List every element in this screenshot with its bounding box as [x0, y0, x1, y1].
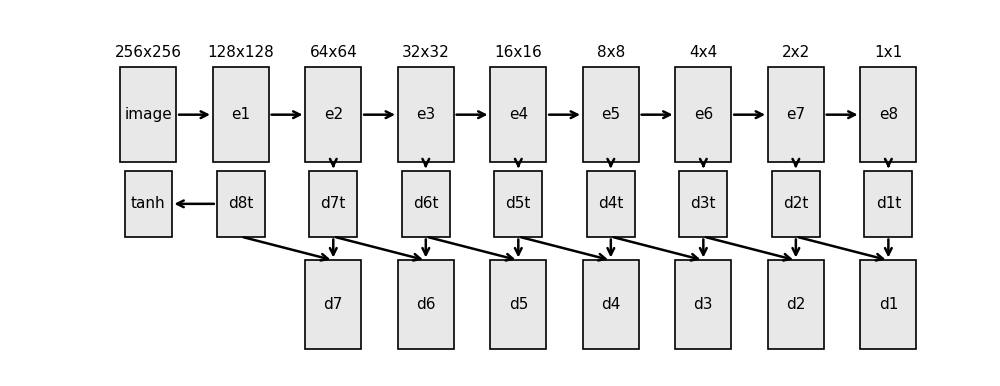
- FancyBboxPatch shape: [860, 67, 916, 162]
- Text: 64x64: 64x64: [309, 45, 357, 60]
- Text: 16x16: 16x16: [494, 45, 542, 60]
- Text: image: image: [124, 107, 172, 122]
- Text: d7t: d7t: [321, 196, 346, 212]
- Text: d5: d5: [509, 297, 528, 312]
- Text: tanh: tanh: [131, 196, 166, 212]
- FancyBboxPatch shape: [217, 171, 265, 237]
- Text: d7: d7: [324, 297, 343, 312]
- FancyBboxPatch shape: [583, 67, 639, 162]
- FancyBboxPatch shape: [398, 260, 454, 349]
- Text: 4x4: 4x4: [689, 45, 717, 60]
- FancyBboxPatch shape: [768, 67, 824, 162]
- FancyBboxPatch shape: [864, 171, 912, 237]
- Text: e6: e6: [694, 107, 713, 122]
- Text: d6: d6: [416, 297, 436, 312]
- Text: e4: e4: [509, 107, 528, 122]
- FancyBboxPatch shape: [494, 171, 542, 237]
- FancyBboxPatch shape: [860, 260, 916, 349]
- FancyBboxPatch shape: [583, 260, 639, 349]
- Text: 1x1: 1x1: [874, 45, 902, 60]
- FancyBboxPatch shape: [125, 171, 172, 237]
- Text: d6t: d6t: [413, 196, 439, 212]
- FancyBboxPatch shape: [305, 67, 361, 162]
- Text: e1: e1: [231, 107, 250, 122]
- FancyBboxPatch shape: [305, 260, 361, 349]
- Text: d2t: d2t: [783, 196, 809, 212]
- Text: d4t: d4t: [598, 196, 624, 212]
- Text: 128x128: 128x128: [207, 45, 274, 60]
- Text: d3t: d3t: [691, 196, 716, 212]
- Text: e7: e7: [786, 107, 805, 122]
- FancyBboxPatch shape: [679, 171, 727, 237]
- FancyBboxPatch shape: [398, 67, 454, 162]
- Text: 32x32: 32x32: [402, 45, 450, 60]
- Text: e2: e2: [324, 107, 343, 122]
- Text: d3: d3: [694, 297, 713, 312]
- FancyBboxPatch shape: [772, 171, 820, 237]
- Text: e5: e5: [601, 107, 620, 122]
- Text: 2x2: 2x2: [782, 45, 810, 60]
- Text: 8x8: 8x8: [597, 45, 625, 60]
- FancyBboxPatch shape: [309, 171, 357, 237]
- Text: e8: e8: [879, 107, 898, 122]
- FancyBboxPatch shape: [675, 67, 731, 162]
- FancyBboxPatch shape: [490, 67, 546, 162]
- Text: d5t: d5t: [506, 196, 531, 212]
- Text: e3: e3: [416, 107, 435, 122]
- Text: 256x256: 256x256: [115, 45, 182, 60]
- FancyBboxPatch shape: [120, 67, 176, 162]
- Text: d8t: d8t: [228, 196, 253, 212]
- FancyBboxPatch shape: [213, 67, 269, 162]
- Text: d4: d4: [601, 297, 621, 312]
- FancyBboxPatch shape: [587, 171, 635, 237]
- Text: d1t: d1t: [876, 196, 901, 212]
- FancyBboxPatch shape: [490, 260, 546, 349]
- FancyBboxPatch shape: [402, 171, 450, 237]
- Text: d1: d1: [879, 297, 898, 312]
- FancyBboxPatch shape: [675, 260, 731, 349]
- FancyBboxPatch shape: [768, 260, 824, 349]
- Text: d2: d2: [786, 297, 806, 312]
